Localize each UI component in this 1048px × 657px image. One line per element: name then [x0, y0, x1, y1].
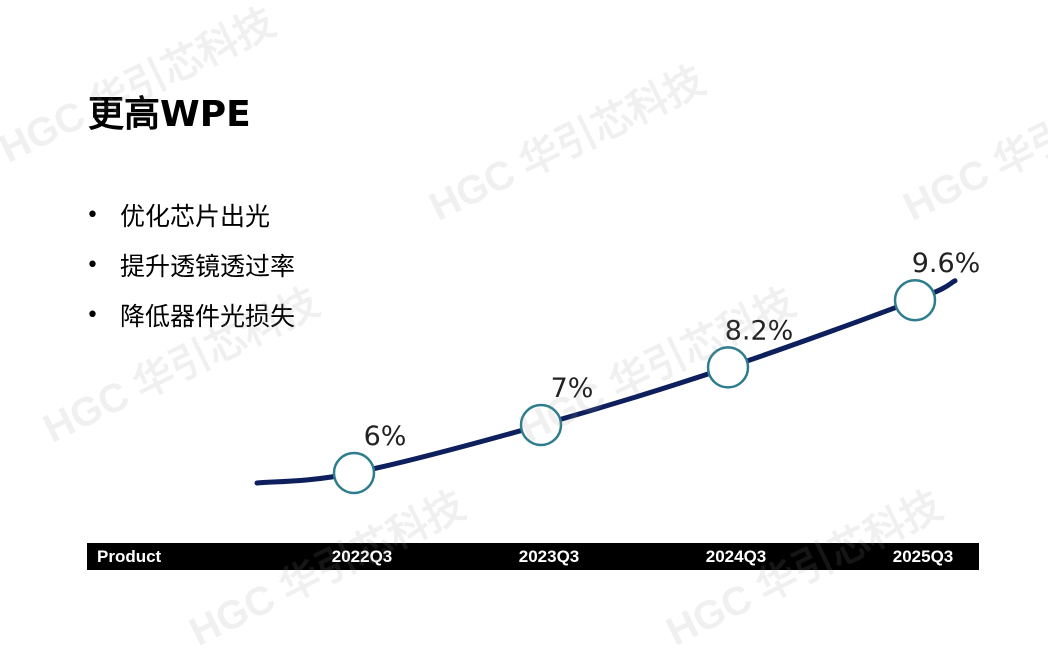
data-point-marker — [332, 451, 376, 495]
data-label: 7% — [551, 373, 594, 404]
data-label: 9.6% — [912, 248, 981, 279]
category-axis-bar: Product 2022Q3 2023Q3 2024Q3 2025Q3 — [87, 543, 979, 570]
bullet-item: • 优化芯片出光 — [86, 190, 295, 240]
data-label: 8.2% — [725, 315, 794, 346]
axis-label-product: Product — [97, 547, 162, 566]
bullet-dot-icon: • — [86, 252, 99, 278]
axis-tick-label: 2023Q3 — [518, 547, 580, 566]
data-point-marker — [519, 403, 563, 447]
wpe-line-chart: 6% 7% 8.2% 9.6% — [254, 248, 981, 495]
bullet-text: 降低器件光损失 — [120, 302, 296, 331]
bullet-list: • 优化芯片出光 • 提升透镜透过率 • 降低器件光损失 — [86, 190, 295, 340]
data-point-marker — [706, 346, 750, 389]
bullet-item: • 降低器件光损失 — [86, 290, 295, 340]
bullet-item: • 提升透镜透过率 — [86, 240, 295, 290]
axis-tick-label: 2025Q3 — [892, 547, 954, 566]
data-point-marker — [893, 278, 937, 322]
bullet-dot-icon: • — [86, 302, 99, 328]
axis-tick-label: 2022Q3 — [331, 547, 393, 566]
bullet-dot-icon: • — [86, 202, 99, 228]
series-line — [254, 278, 958, 486]
bullet-text: 提升透镜透过率 — [120, 252, 296, 281]
bullet-text: 优化芯片出光 — [120, 202, 271, 231]
data-label: 6% — [364, 421, 407, 452]
page-title: 更高WPE — [88, 94, 251, 135]
axis-tick-label: 2024Q3 — [705, 547, 767, 566]
